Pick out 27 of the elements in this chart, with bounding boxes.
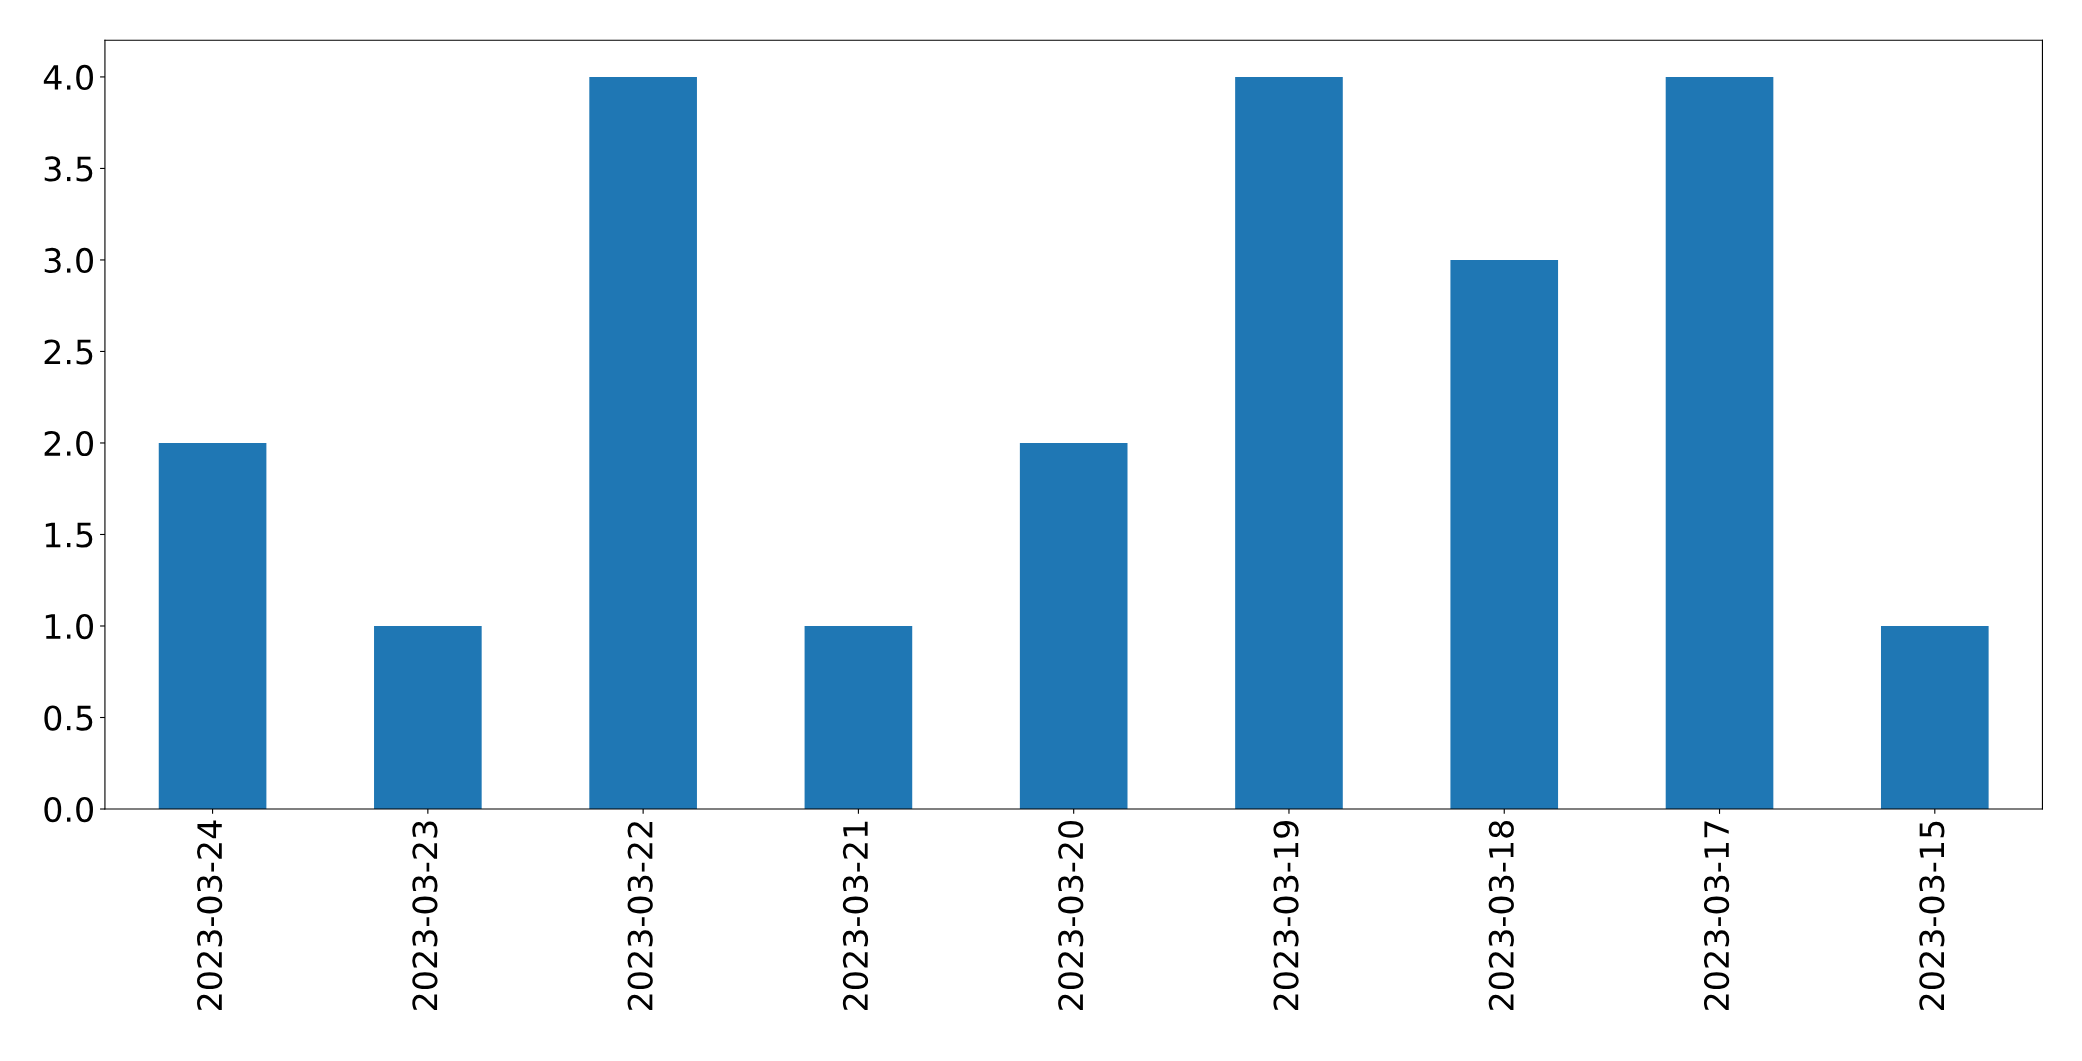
x-tick-label: 2023-03-17 — [1703, 821, 1730, 1011]
y-tick-label: 1.0 — [45, 613, 93, 640]
x-tick-label: 2023-03-19 — [1273, 821, 1299, 1011]
y-tick-label: 0.0 — [44, 796, 93, 823]
bar — [589, 76, 697, 810]
x-tick-label: 2023-03-21 — [842, 821, 869, 1011]
bar — [1450, 259, 1559, 810]
y-tick-label: 3.5 — [44, 156, 93, 182]
x-tick-label: 2023-03-23 — [412, 821, 438, 1011]
x-tick-label: 2023-03-20 — [1058, 820, 1084, 1011]
y-tick-label: 2.0 — [44, 430, 93, 457]
x-tick-label: 2023-03-18 — [1488, 821, 1514, 1011]
y-tick-label: 0.5 — [44, 705, 93, 731]
x-tick-label: 2023-03-24 — [197, 820, 223, 1011]
bar — [374, 625, 482, 810]
bar — [1235, 76, 1343, 810]
y-tick-label: 3.0 — [44, 247, 93, 274]
y-tick-label: 4.0 — [43, 64, 93, 91]
bar — [804, 625, 913, 810]
x-tick-label: 2023-03-15 — [1919, 821, 1945, 1011]
bar — [1665, 76, 1774, 810]
x-tick-label: 2023-03-22 — [627, 822, 653, 1011]
bar — [1019, 442, 1128, 810]
y-tick-label: 1.5 — [45, 522, 93, 548]
bar — [158, 442, 267, 810]
y-tick-label: 2.5 — [44, 339, 93, 365]
bar — [1880, 625, 1989, 810]
